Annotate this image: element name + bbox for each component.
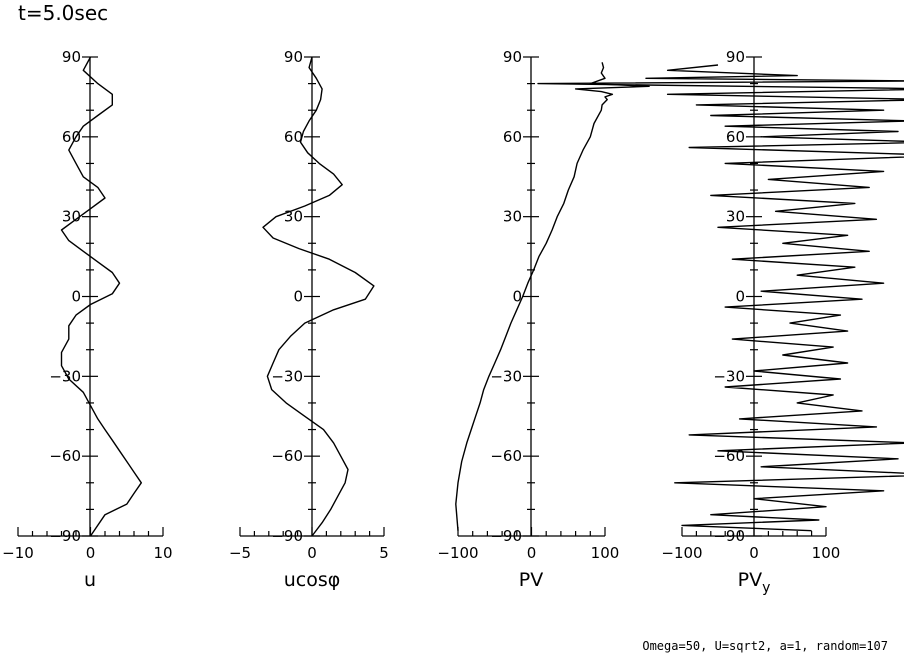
series-line xyxy=(455,62,650,531)
y-tick-label: −60 xyxy=(490,447,522,465)
y-tick-label: 60 xyxy=(503,128,522,146)
y-tick-label: 60 xyxy=(62,128,81,146)
y-tick-label: 90 xyxy=(284,48,303,66)
x-axis-label: PVy xyxy=(738,569,771,596)
y-tick-label: −30 xyxy=(490,367,522,385)
x-tick-label: 100 xyxy=(591,544,620,562)
y-tick-label: −90 xyxy=(271,527,303,545)
y-tick-label: −90 xyxy=(490,527,522,545)
x-tick-label: 0 xyxy=(527,544,537,562)
y-tick-label: 90 xyxy=(726,48,745,66)
x-tick-label: 0 xyxy=(86,544,96,562)
y-tick-label: −30 xyxy=(49,367,81,385)
y-tick-label: −90 xyxy=(49,527,81,545)
x-axis-label: PV xyxy=(519,569,543,591)
y-tick-label: 0 xyxy=(293,288,303,306)
x-tick-label: 5 xyxy=(379,544,389,562)
y-tick-label: −30 xyxy=(713,367,745,385)
x-tick-label: 0 xyxy=(749,544,759,562)
x-tick-label: −5 xyxy=(229,544,251,562)
y-tick-label: 30 xyxy=(62,208,81,226)
x-tick-label: 100 xyxy=(812,544,841,562)
x-tick-label: 0 xyxy=(307,544,317,562)
y-tick-label: 0 xyxy=(512,288,522,306)
y-tick-label: 0 xyxy=(71,288,81,306)
y-tick-label: −30 xyxy=(271,367,303,385)
x-tick-label: 10 xyxy=(153,544,172,562)
y-tick-label: 30 xyxy=(726,208,745,226)
figure-title: t=5.0sec xyxy=(18,1,108,25)
series-line xyxy=(60,56,143,537)
panel-1: −90 −60 −30 0 30 60 90 −10 0 10 u xyxy=(2,48,172,591)
footnote: Omega=50, U=sqrt2, a=1, random=107 xyxy=(642,639,888,653)
x-tick-label: −100 xyxy=(661,544,702,562)
panel-3: −90 −60 −30 0 30 60 90 −100 0 100 PV xyxy=(437,48,650,591)
y-tick-label: 60 xyxy=(284,128,303,146)
y-tick-label: 60 xyxy=(726,128,745,146)
x-axis-label: u xyxy=(84,569,96,591)
series-line xyxy=(537,64,904,532)
x-tick-label: −10 xyxy=(2,544,34,562)
x-axis-label: ucosφ xyxy=(284,569,341,591)
y-tick-label: 0 xyxy=(735,288,745,306)
y-tick-label: −60 xyxy=(271,447,303,465)
series-line xyxy=(262,56,375,537)
y-tick-label: 90 xyxy=(62,48,81,66)
y-tick-label: 30 xyxy=(503,208,522,226)
y-tick-label: −60 xyxy=(49,447,81,465)
x-tick-label: −100 xyxy=(437,544,478,562)
y-tick-label: 90 xyxy=(503,48,522,66)
y-tick-label: −90 xyxy=(713,527,745,545)
